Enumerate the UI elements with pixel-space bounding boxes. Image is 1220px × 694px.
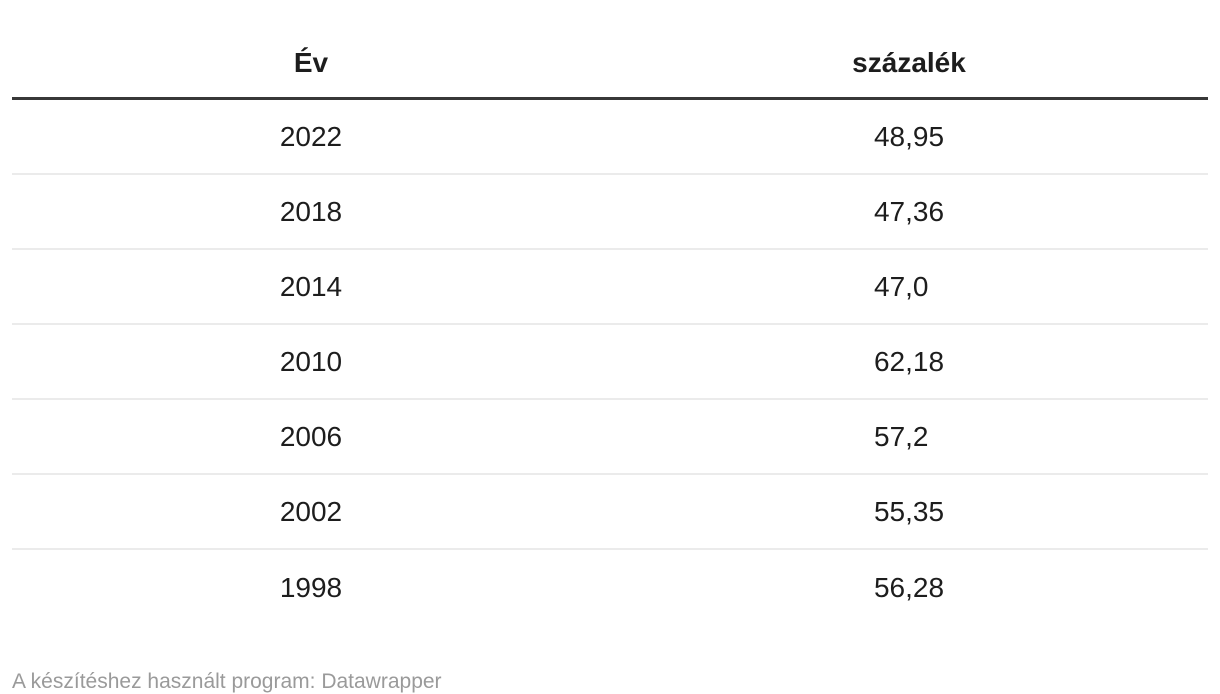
table-header: Év százalék	[12, 0, 1208, 100]
attribution-label: A készítéshez használt program:	[12, 670, 322, 693]
percent-value: 62,18	[873, 345, 945, 377]
percent-cell: 56,28	[610, 549, 1208, 625]
table-row: 2006 57,2	[12, 399, 1208, 475]
percent-value: 56,28	[873, 571, 945, 603]
percent-value: 55,35	[873, 495, 945, 527]
percent-value: 57,2	[874, 420, 929, 452]
year-cell: 2018	[12, 174, 610, 250]
year-cell: 1998	[279, 571, 343, 603]
percent-cell: 48,95	[610, 98, 1208, 175]
year-cell: 2010	[12, 324, 610, 400]
table-row: 2002 55,35	[12, 474, 1208, 550]
attribution-caption: A készítéshez használt program: Datawrap…	[12, 669, 1208, 694]
table-header-row: Év százalék	[12, 0, 1208, 100]
column-header-percent: százalék	[610, 0, 1208, 100]
percent-cell: 47,36	[610, 174, 1208, 250]
percent-cell: 55,35	[610, 474, 1208, 550]
table-row: 2014 47,0	[12, 249, 1208, 325]
datawrapper-link[interactable]: Datawrapper	[321, 670, 442, 693]
year-cell: 2002	[12, 474, 610, 550]
table-row: 2018 47,36	[12, 174, 1208, 250]
data-table: Év százalék 2022 48,95 2018 47,36 2014 47,0 20…	[12, 0, 1208, 625]
percent-cell: 62,18	[610, 324, 1208, 400]
table-row: 1998 56,28	[12, 549, 1208, 625]
table-row: 2010 62,18	[12, 324, 1208, 400]
table-body: 2022 48,95 2018 47,36 2014 47,0 2010 62,18 2006 5…	[12, 98, 1208, 626]
column-header-year: Év	[12, 0, 610, 100]
percent-cell: 47,0	[610, 249, 1208, 325]
percent-value: 47,36	[873, 195, 945, 227]
percent-value: 48,95	[873, 120, 945, 152]
year-cell: 2022	[12, 98, 610, 175]
table-row: 2022 48,95	[12, 98, 1208, 175]
percent-cell: 57,2	[610, 399, 1208, 475]
year-cell: 2014	[12, 249, 610, 325]
year-cell: 2006	[12, 399, 610, 475]
percent-value: 47,0	[874, 270, 929, 302]
